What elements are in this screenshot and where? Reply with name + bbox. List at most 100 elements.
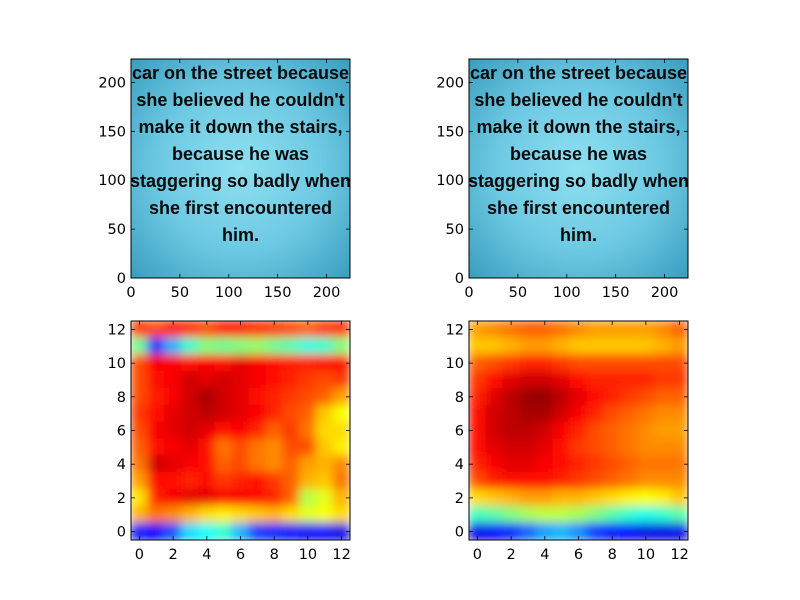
x-tick-label: 10 <box>299 547 317 563</box>
heatmap-cell <box>214 387 233 406</box>
heatmap-cell <box>485 387 504 406</box>
heatmap-cell <box>131 421 149 440</box>
heatmap-cell <box>603 438 622 457</box>
heatmap-cell <box>181 522 199 540</box>
heatmap-cell <box>552 421 571 440</box>
heatmap-cell <box>282 371 300 389</box>
heatmap-cell <box>485 421 504 440</box>
heatmap-cell <box>603 354 622 373</box>
heatmap-cell <box>197 321 216 339</box>
heatmap-cell <box>502 371 521 389</box>
heatmap-cell <box>636 371 655 389</box>
heatmap-cell <box>231 337 250 356</box>
heatmap-cell <box>519 505 537 524</box>
heatmap-cell <box>181 438 199 457</box>
photo-text-line: him. <box>560 225 597 245</box>
heatmap-cell <box>620 337 638 356</box>
heatmap-cell <box>670 387 688 406</box>
heatmap-cell <box>670 472 688 490</box>
heatmap-cell <box>131 337 149 356</box>
heatmap-cell <box>502 421 521 440</box>
heatmap-cell <box>164 371 183 389</box>
heatmap-cell <box>332 387 350 406</box>
heatmap-cell <box>502 522 521 540</box>
heatmap-cell <box>552 505 571 524</box>
heatmap-cell <box>535 438 554 457</box>
heatmap-cell <box>315 354 334 373</box>
heatmap-cell <box>653 472 672 490</box>
heatmap-cell <box>586 472 605 490</box>
heatmap-cell <box>131 321 149 339</box>
photo-text-line: car on the street because <box>470 63 687 83</box>
heatmap-cell <box>485 371 504 389</box>
x-tick-label: 0 <box>464 285 473 301</box>
heatmap-cell <box>181 488 199 507</box>
heatmap-cell <box>231 354 250 373</box>
heatmap-cell <box>231 371 250 389</box>
photo-background <box>469 59 688 278</box>
y-tick-label: 0 <box>117 525 126 541</box>
heatmap-cell <box>569 472 588 490</box>
heatmap-cell <box>265 387 284 406</box>
heatmap-cell <box>469 455 487 474</box>
heatmap-cell <box>164 421 183 440</box>
heatmap-cell <box>214 421 233 440</box>
heatmap-cell <box>131 472 149 490</box>
heatmap-cell <box>164 505 183 524</box>
heatmap-cell <box>620 387 638 406</box>
heatmap-cell <box>552 522 571 540</box>
x-tick-label: 150 <box>264 285 292 301</box>
heatmap-cell <box>670 371 688 389</box>
heatmap-cells <box>469 321 688 540</box>
photo-text-line: she first encountered <box>149 198 332 218</box>
heatmap-cell <box>603 371 622 389</box>
y-tick-label: 2 <box>455 491 464 507</box>
heatmap-cell <box>552 387 571 406</box>
heatmap-cell <box>569 438 588 457</box>
heatmap-cell <box>620 488 638 507</box>
heatmap-cell <box>147 455 166 474</box>
heatmap-cell <box>586 337 605 356</box>
heatmap-cell <box>653 455 672 474</box>
heatmap-cell <box>332 321 350 339</box>
heatmap-cell <box>214 455 233 474</box>
heatmap-cell <box>603 505 622 524</box>
heatmap-cell <box>502 337 521 356</box>
heatmap-cell <box>248 505 267 524</box>
photo-text-line: she believed he couldn't <box>474 90 682 110</box>
heatmap-cell <box>181 321 199 339</box>
heatmap-cell <box>298 438 317 457</box>
heatmap-cell <box>636 337 655 356</box>
heatmap-cell <box>131 404 149 423</box>
heatmap-cell <box>164 522 183 540</box>
heatmap-cell <box>519 321 537 339</box>
heatmap-cell <box>670 438 688 457</box>
heatmap-cell <box>265 404 284 423</box>
heatmap-cell <box>620 438 638 457</box>
heatmap-cell <box>131 438 149 457</box>
heatmap-cell <box>332 337 350 356</box>
heatmap-cell <box>502 354 521 373</box>
heatmap-cell <box>197 337 216 356</box>
heatmap-cell <box>636 387 655 406</box>
heatmap-cell <box>332 404 350 423</box>
heatmap-cell <box>469 371 487 389</box>
y-tick-label: 6 <box>455 424 464 440</box>
heatmap-cell <box>282 522 300 540</box>
plot-area <box>469 321 688 540</box>
x-tick-label: 4 <box>540 547 549 563</box>
heatmap-cell <box>332 505 350 524</box>
heatmap-cell <box>636 472 655 490</box>
heatmap-cell <box>535 337 554 356</box>
heatmap-cell <box>332 421 350 440</box>
heatmap-cell <box>586 522 605 540</box>
heatmap-cell <box>231 438 250 457</box>
heatmap-cell <box>248 337 267 356</box>
heatmap-cell <box>653 421 672 440</box>
heatmap-cell <box>131 371 149 389</box>
heatmap-cell <box>653 505 672 524</box>
heatmap-cell <box>670 321 688 339</box>
x-tick-label: 12 <box>332 547 350 563</box>
heatmap-cell <box>181 371 199 389</box>
heatmap-cell <box>332 354 350 373</box>
